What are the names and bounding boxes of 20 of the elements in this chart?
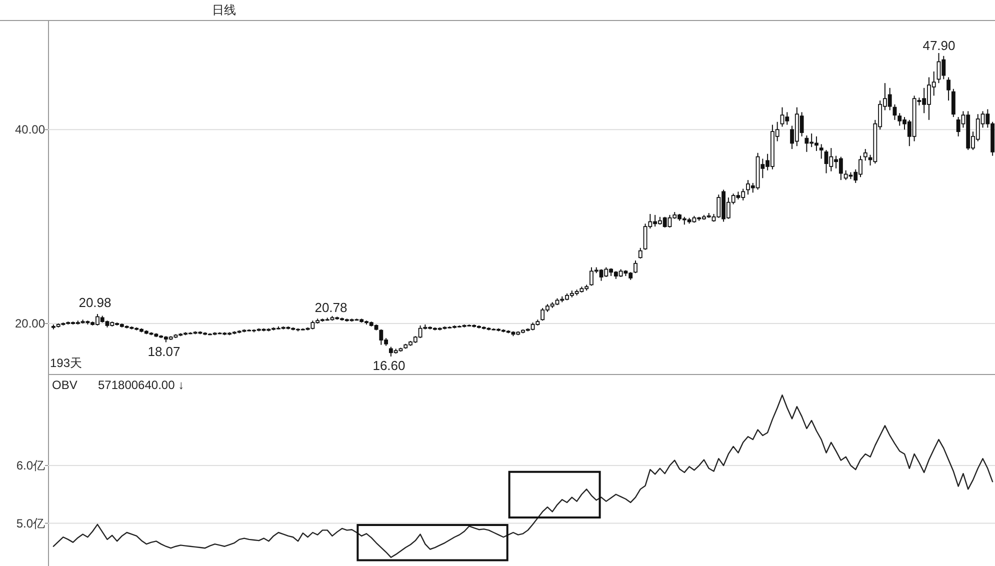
candlestick xyxy=(951,88,956,118)
annotation: 20.78 xyxy=(314,300,348,315)
candlestick xyxy=(634,260,638,274)
annotation: 18.07 xyxy=(148,344,180,359)
annotation: OBV xyxy=(52,378,78,392)
y-tick-label: 40.00 xyxy=(14,122,46,137)
annotation: 47.90 xyxy=(922,38,956,53)
annotation: 16.60 xyxy=(372,358,406,373)
y-tick-label: 6.0亿 xyxy=(16,458,45,473)
candlestick xyxy=(638,247,642,260)
line-series xyxy=(52,394,994,558)
annotation: 193天 xyxy=(50,356,82,370)
y-tick-label: 5.0亿 xyxy=(16,516,45,530)
candlestick xyxy=(863,148,868,162)
candlestick xyxy=(946,76,950,102)
candlestick xyxy=(819,144,824,160)
text: 日线 xyxy=(212,3,236,17)
annotation: 571800640.00 ↓ xyxy=(98,378,184,392)
y-tick-label: 20.00 xyxy=(14,316,46,331)
annotation: 20.98 xyxy=(78,295,112,310)
